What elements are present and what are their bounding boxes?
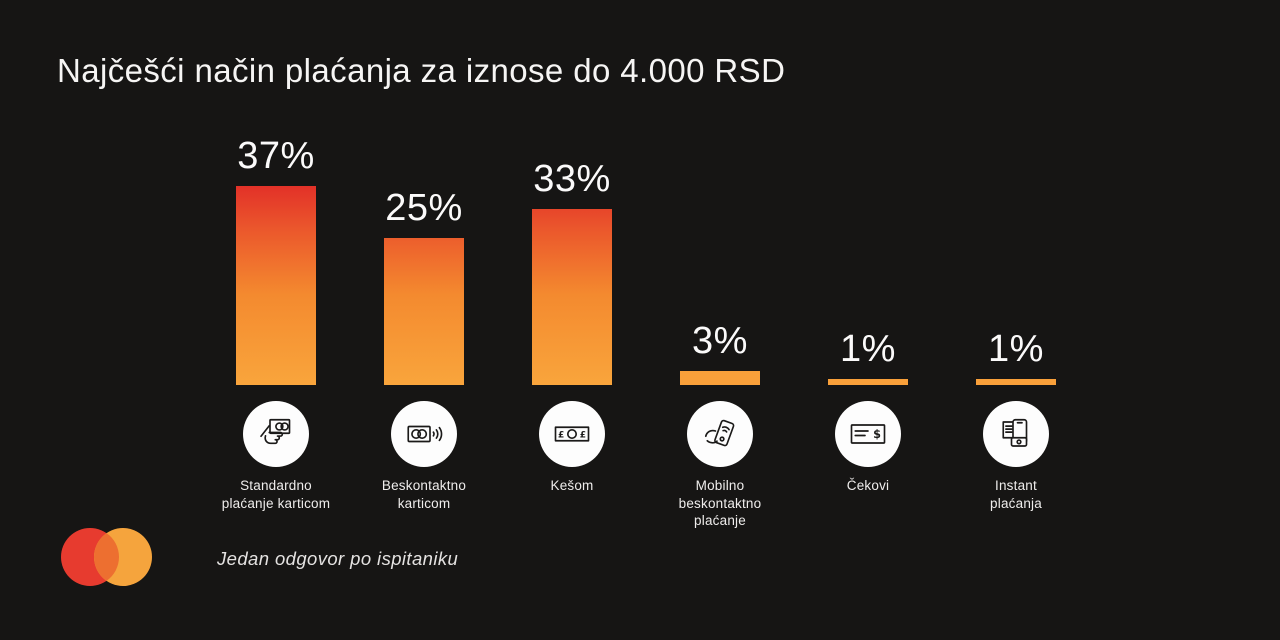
svg-text:£: £ xyxy=(580,430,586,440)
column-standard-card: 37% xyxy=(202,130,350,385)
bar-mobile-contactless xyxy=(680,371,760,385)
mobile-contactless-icon xyxy=(687,401,753,467)
column-cash: 33% xyxy=(498,130,646,385)
category-label-contactless-card: Beskontaktno karticom xyxy=(381,478,467,511)
category-label-instant-payments: Instant plaćanja xyxy=(990,478,1042,511)
percent-label: 37% xyxy=(237,135,315,177)
bars-row: 37% 25% 33% 3% 1% 1% xyxy=(202,130,1090,385)
svg-text:£: £ xyxy=(558,430,564,440)
icons-row: £ £ xyxy=(202,401,1090,467)
percent-label: 33% xyxy=(533,158,611,200)
column-instant-payments: 1% xyxy=(942,130,1090,385)
category-labels-row: Standardno plaćanje karticom Beskontaktn… xyxy=(202,477,1090,530)
category-label-standard-card: Standardno plaćanje karticom xyxy=(221,478,331,511)
percent-label: 1% xyxy=(840,328,896,370)
category-label-cash: Kešom xyxy=(550,478,594,493)
hand-card-icon xyxy=(243,401,309,467)
bar-cheques xyxy=(828,379,908,385)
bar-standard-card xyxy=(236,186,316,385)
category-label-cheques: Čekovi xyxy=(846,478,890,493)
category-label-mobile-contactless: Mobilno beskontaktno plaćanje xyxy=(678,478,762,528)
percent-label: 25% xyxy=(385,187,463,229)
percent-label: 1% xyxy=(988,328,1044,370)
footnote: Jedan odgovor po ispitaniku xyxy=(217,548,459,569)
bar-cash xyxy=(532,209,612,385)
column-contactless-card: 25% xyxy=(350,130,498,385)
phone-receipt-icon xyxy=(983,401,1049,467)
cheque-icon: $ xyxy=(835,401,901,467)
chart-title: Najčešći način plaćanja za iznose do 4.0… xyxy=(57,52,786,89)
bar-instant-payments xyxy=(976,379,1056,385)
contactless-card-icon xyxy=(391,401,457,467)
column-mobile-contactless: 3% xyxy=(646,130,794,385)
percent-label: 3% xyxy=(692,320,748,362)
banknote-icon: £ £ xyxy=(539,401,605,467)
svg-text:$: $ xyxy=(873,428,881,441)
column-cheques: 1% xyxy=(794,130,942,385)
mastercard-logo xyxy=(60,527,154,592)
bar-contactless-card xyxy=(384,238,464,385)
